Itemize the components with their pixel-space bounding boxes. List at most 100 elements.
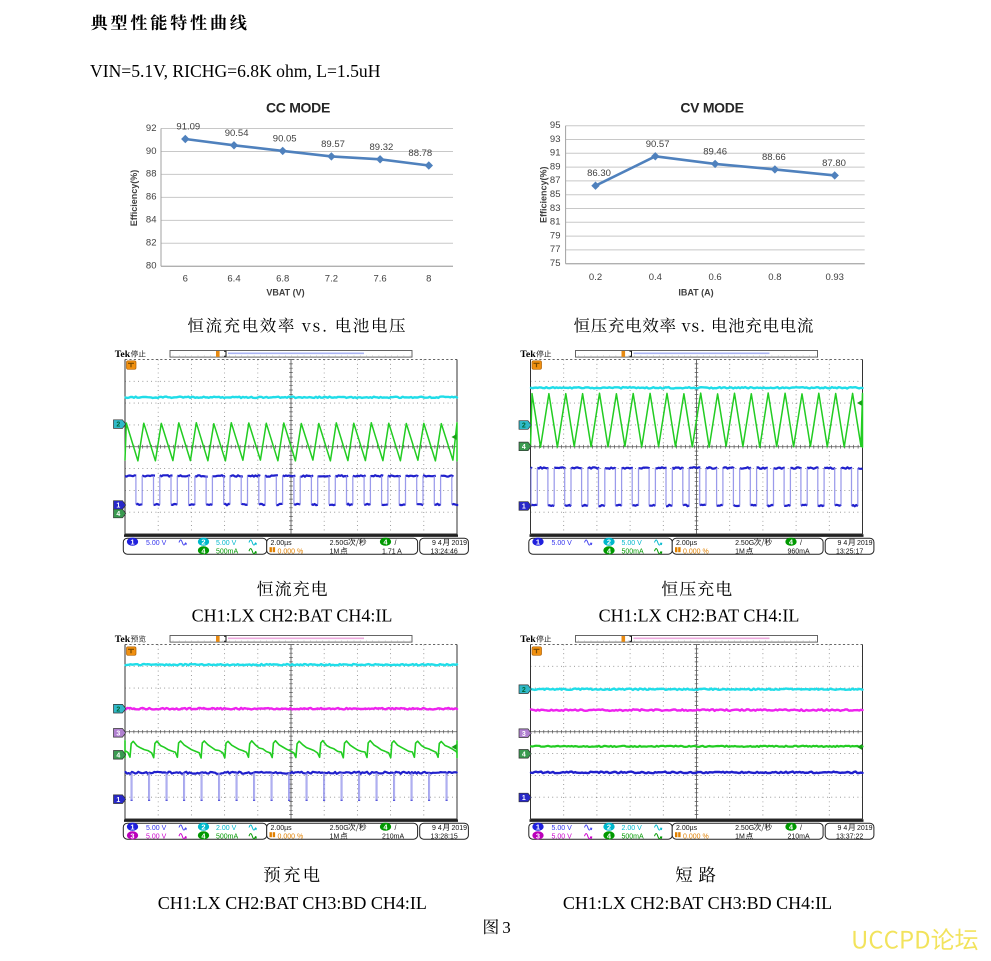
svg-text:CH1:LX CH2:BAT CH4:IL: CH1:LX CH2:BAT CH4:IL bbox=[192, 605, 393, 625]
svg-text:86: 86 bbox=[146, 192, 157, 203]
svg-text:9 4: 9 4 bbox=[432, 825, 442, 832]
svg-text:0.2: 0.2 bbox=[589, 272, 602, 283]
svg-text:0.93: 0.93 bbox=[825, 272, 844, 283]
svg-text:87.80: 87.80 bbox=[822, 158, 846, 169]
svg-text:8: 8 bbox=[426, 274, 431, 285]
svg-text:VBAT (V): VBAT (V) bbox=[266, 288, 304, 298]
svg-text:4: 4 bbox=[383, 823, 388, 832]
svg-text:1.71 A: 1.71 A bbox=[382, 549, 402, 556]
svg-text:4: 4 bbox=[607, 831, 612, 840]
svg-text:2: 2 bbox=[522, 423, 526, 430]
svg-text:5.00 V: 5.00 V bbox=[622, 540, 643, 547]
svg-text:2.00 V: 2.00 V bbox=[216, 825, 237, 832]
svg-text:6.8: 6.8 bbox=[276, 274, 289, 285]
svg-text:4: 4 bbox=[522, 444, 526, 451]
svg-text:5.00 V: 5.00 V bbox=[552, 825, 573, 832]
svg-text:2: 2 bbox=[201, 538, 205, 547]
svg-text:2.00µs: 2.00µs bbox=[676, 540, 698, 547]
svg-text:4: 4 bbox=[201, 546, 206, 555]
svg-text:2: 2 bbox=[607, 538, 611, 547]
svg-text:0.6: 0.6 bbox=[708, 272, 721, 283]
svg-text:2019: 2019 bbox=[452, 540, 468, 547]
svg-text:1M: 1M bbox=[330, 834, 340, 841]
svg-text:4: 4 bbox=[522, 751, 526, 758]
svg-text:4: 4 bbox=[607, 546, 612, 555]
svg-text:CH1:LX CH2:BAT CH4:IL: CH1:LX CH2:BAT CH4:IL bbox=[599, 605, 800, 625]
svg-text:86.30: 86.30 bbox=[587, 168, 611, 179]
svg-text:84: 84 bbox=[146, 215, 157, 226]
svg-text:0.000 %: 0.000 % bbox=[278, 549, 304, 556]
svg-text:1: 1 bbox=[116, 797, 120, 804]
svg-text:4: 4 bbox=[201, 831, 206, 840]
svg-text:75: 75 bbox=[550, 258, 561, 269]
svg-text:2019: 2019 bbox=[452, 825, 468, 832]
svg-text:Efficiency(%): Efficiency(%) bbox=[539, 166, 549, 223]
svg-text:210mA: 210mA bbox=[382, 834, 405, 841]
svg-text:0.4: 0.4 bbox=[649, 272, 662, 283]
svg-text:Tek: Tek bbox=[115, 349, 131, 360]
svg-text:2.50G: 2.50G bbox=[735, 825, 754, 832]
svg-text:3: 3 bbox=[502, 918, 511, 937]
svg-text:89.46: 89.46 bbox=[703, 146, 727, 157]
svg-text:91: 91 bbox=[550, 148, 561, 159]
svg-text:2: 2 bbox=[201, 823, 205, 832]
svg-text:2.50G: 2.50G bbox=[330, 825, 349, 832]
svg-text:2.00µs: 2.00µs bbox=[271, 540, 293, 547]
svg-text:93: 93 bbox=[550, 134, 561, 145]
svg-text:77: 77 bbox=[550, 244, 561, 255]
svg-text:500mA: 500mA bbox=[216, 834, 239, 841]
svg-text:1: 1 bbox=[536, 823, 540, 832]
svg-text:95: 95 bbox=[550, 120, 561, 131]
svg-text:5.00 V: 5.00 V bbox=[216, 540, 237, 547]
svg-text:5.00 V: 5.00 V bbox=[146, 825, 167, 832]
svg-text:7.2: 7.2 bbox=[325, 274, 338, 285]
svg-text:Tek: Tek bbox=[520, 349, 536, 360]
svg-text:85: 85 bbox=[550, 189, 561, 200]
svg-text:4: 4 bbox=[116, 752, 120, 759]
svg-text:89: 89 bbox=[550, 161, 561, 172]
svg-text:81: 81 bbox=[550, 217, 561, 228]
svg-text:5.00 V: 5.00 V bbox=[552, 834, 573, 841]
svg-text:1M: 1M bbox=[735, 834, 745, 841]
svg-text:9 4: 9 4 bbox=[838, 540, 848, 547]
svg-text:4: 4 bbox=[789, 538, 794, 547]
svg-text:/: / bbox=[800, 825, 802, 832]
svg-text:89.57: 89.57 bbox=[321, 139, 345, 150]
svg-text:Tek: Tek bbox=[520, 634, 536, 645]
svg-text:2: 2 bbox=[116, 706, 120, 713]
svg-text:88.66: 88.66 bbox=[762, 152, 786, 163]
svg-text:0.8: 0.8 bbox=[768, 272, 781, 283]
svg-text:4: 4 bbox=[383, 538, 388, 547]
svg-text:89.32: 89.32 bbox=[370, 142, 394, 153]
svg-text:82: 82 bbox=[146, 238, 157, 249]
svg-text:/: / bbox=[800, 540, 802, 547]
svg-text:88: 88 bbox=[146, 169, 157, 180]
svg-text:2019: 2019 bbox=[857, 825, 873, 832]
svg-text:VIN=5.1V, RICHG=6.8K ohm, L=1.: VIN=5.1V, RICHG=6.8K ohm, L=1.5uH bbox=[90, 61, 381, 81]
svg-text:CH1:LX CH2:BAT CH3:BD CH4:IL: CH1:LX CH2:BAT CH3:BD CH4:IL bbox=[563, 893, 832, 913]
svg-text:88.78: 88.78 bbox=[408, 148, 432, 159]
svg-text:3: 3 bbox=[130, 831, 134, 840]
svg-text:210mA: 210mA bbox=[788, 834, 811, 841]
svg-text:13:28:15: 13:28:15 bbox=[431, 834, 458, 841]
svg-text:90.05: 90.05 bbox=[273, 133, 297, 144]
svg-text:IBAT (A): IBAT (A) bbox=[678, 288, 713, 298]
svg-text:4: 4 bbox=[789, 823, 794, 832]
svg-text:2.50G: 2.50G bbox=[735, 540, 754, 547]
svg-text:90.57: 90.57 bbox=[646, 139, 670, 150]
svg-text:3: 3 bbox=[536, 831, 540, 840]
svg-text:CH1:LX CH2:BAT CH3:BD CH4:IL: CH1:LX CH2:BAT CH3:BD CH4:IL bbox=[158, 893, 427, 913]
svg-text:79: 79 bbox=[550, 230, 561, 241]
svg-text:91.09: 91.09 bbox=[176, 122, 200, 133]
svg-text:0.000 %: 0.000 % bbox=[683, 834, 709, 841]
svg-text:/: / bbox=[395, 540, 397, 547]
svg-text:3: 3 bbox=[116, 730, 120, 737]
svg-text:2.00µs: 2.00µs bbox=[676, 825, 698, 832]
svg-text:0.000 %: 0.000 % bbox=[278, 834, 304, 841]
svg-text:2.00 V: 2.00 V bbox=[622, 825, 643, 832]
svg-text:1M: 1M bbox=[735, 549, 745, 556]
svg-text:1: 1 bbox=[536, 538, 540, 547]
svg-text:1: 1 bbox=[130, 823, 134, 832]
svg-text:80: 80 bbox=[146, 261, 157, 272]
svg-text:9 4: 9 4 bbox=[432, 540, 442, 547]
